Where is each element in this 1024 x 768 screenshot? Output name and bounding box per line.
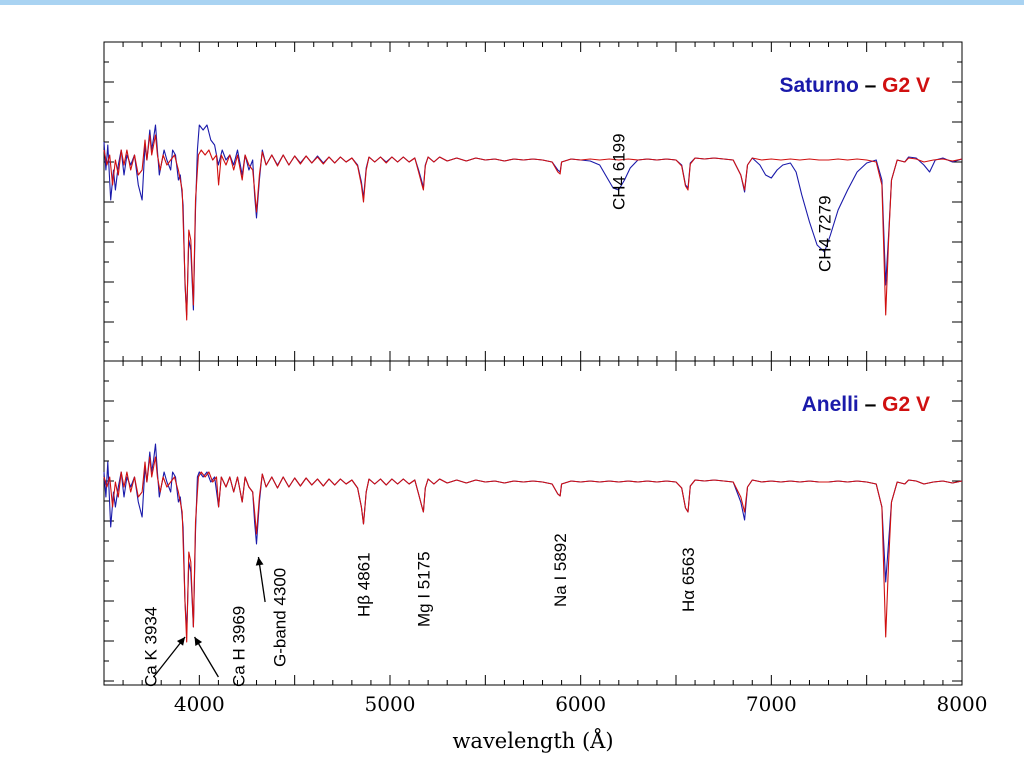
series-star-line [103,134,963,321]
panel-title-part: Saturno [779,74,858,97]
line-annotation: Na I 5892 [551,533,570,607]
x-tick-label: 5000 [365,692,416,716]
arrow-head [255,557,264,566]
slide-top-bar [0,0,1024,5]
series-object-line [103,443,963,633]
panel-title-part: G2 V [882,393,930,416]
x-tick-label: 6000 [555,692,606,716]
line-annotation: CH4 6199 [610,133,629,210]
panel-title-part: Anelli [802,393,859,416]
line-annotation: Ca H 3969 [229,606,248,687]
panel-title-part: G2 V [882,74,930,97]
line-annotation: Mg I 5175 [414,551,433,627]
series-star-line [103,456,963,643]
arrow-head [176,637,186,646]
line-annotation: Hβ 4861 [354,552,373,617]
x-tick-label: 8000 [937,692,988,716]
arrow-line [153,636,186,678]
x-axis-label: wavelength (Å) [452,728,613,753]
line-annotation: Hα 6563 [679,547,698,612]
panel-title: Anelli – G2 V [802,393,930,416]
panel-saturno: Saturno – G2 V CH4 6199 CH4 7279 [103,41,963,362]
x-tick-label: 7000 [746,692,797,716]
panel-title: Saturno – G2 V [779,74,930,97]
line-annotation: G-band 4300 [270,568,289,667]
panel-title-part: – [859,74,882,97]
plot-frame [103,360,963,686]
line-annotation: CH4 7279 [816,195,835,272]
panel-anelli: Anelli – G2 V Ca K 3934 Ca H 3969 G-band 43… [103,360,963,687]
x-axis: 4000 5000 6000 7000 8000 [174,692,988,716]
arrow-head [194,637,203,646]
line-annotation: Ca K 3934 [142,607,161,687]
panel-title-part: – [859,393,882,416]
x-tick-label: 4000 [174,692,225,716]
